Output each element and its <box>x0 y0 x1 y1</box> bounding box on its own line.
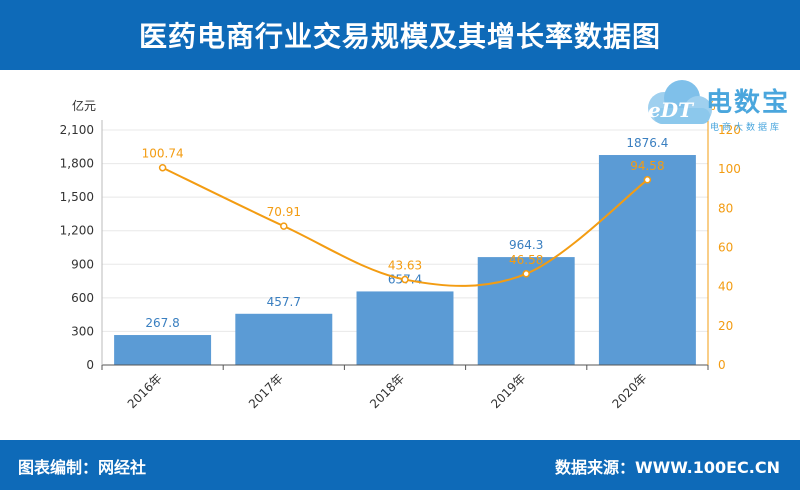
title-banner: 医药电商行业交易规模及其增长率数据图 <box>0 0 800 70</box>
logo-subtext: 电商大数据库 <box>710 123 783 133</box>
line-point <box>158 163 167 172</box>
y-left-tick-label: 1,500 <box>60 190 94 204</box>
line-data-label: 94.58 <box>630 159 664 173</box>
bar-data-label: 1876.4 <box>626 136 668 150</box>
bar <box>114 335 212 365</box>
logo-mark-text: eDT <box>648 98 693 122</box>
line-data-label: 100.74 <box>142 147 184 161</box>
y-right-tick-label: 60 <box>718 241 733 255</box>
bar <box>598 155 696 365</box>
line-point <box>280 222 288 230</box>
x-tick-label: 2016年 <box>125 371 165 411</box>
bar-data-label: 457.7 <box>267 295 301 309</box>
line-point <box>643 176 652 184</box>
line-data-label: 70.91 <box>267 205 301 219</box>
cloud-icon <box>648 80 712 124</box>
y-left-unit: 亿元 <box>72 98 96 113</box>
x-tick-label: 2020年 <box>610 371 650 411</box>
footer-source: 数据来源：WWW.100EC.CN <box>554 458 780 477</box>
logo-text: 电数宝 <box>706 88 791 118</box>
brand-logo: eDT 电数宝 电商大数据库 <box>640 72 790 142</box>
y-left-tick-label: 600 <box>71 291 94 305</box>
y-left-tick-label: 300 <box>71 324 94 338</box>
line-data-label: 46.58 <box>509 253 543 267</box>
y-right-tick-label: 40 <box>718 280 733 294</box>
x-tick-label: 2018年 <box>367 371 407 411</box>
footer-credit: 图表编制：网经社 <box>18 458 147 477</box>
bar-data-label: 964.3 <box>509 238 543 252</box>
chart-area: 0 300 600 900 1,200 1,500 1,800 2,100 0 20 40 60 80 1… <box>0 70 800 440</box>
bar <box>235 313 333 365</box>
footer-banner: 图表编制：网经社 数据来源：WWW.100EC.CN <box>0 440 800 490</box>
combo-chart: 0 300 600 900 1,200 1,500 1,800 2,100 0 20 40 60 80 1… <box>60 98 741 411</box>
y-left-tick-label: 0 <box>86 358 94 372</box>
line-point <box>401 275 409 284</box>
x-tick-label: 2019年 <box>488 371 528 411</box>
y-left-tick-label: 1,800 <box>60 157 94 171</box>
y-right-tick-label: 20 <box>718 319 733 333</box>
y-right-tick-label: 100 <box>718 162 741 176</box>
line-data-label: 43.63 <box>388 259 422 273</box>
y-left-tick-label: 1,200 <box>60 224 94 238</box>
y-left-tick-label: 900 <box>71 257 94 271</box>
bar <box>356 291 454 365</box>
y-right-tick-label: 120 <box>718 123 741 137</box>
y-right-tick-label: 0 <box>718 358 726 372</box>
chart-title: 医药电商行业交易规模及其增长率数据图 <box>138 20 661 53</box>
y-left-tick-label: 2,100 <box>60 123 94 137</box>
bar-data-label: 267.8 <box>145 316 179 330</box>
x-tick-label: 2017年 <box>246 371 286 411</box>
line-point <box>522 270 530 278</box>
y-right-tick-label: 80 <box>718 201 733 215</box>
